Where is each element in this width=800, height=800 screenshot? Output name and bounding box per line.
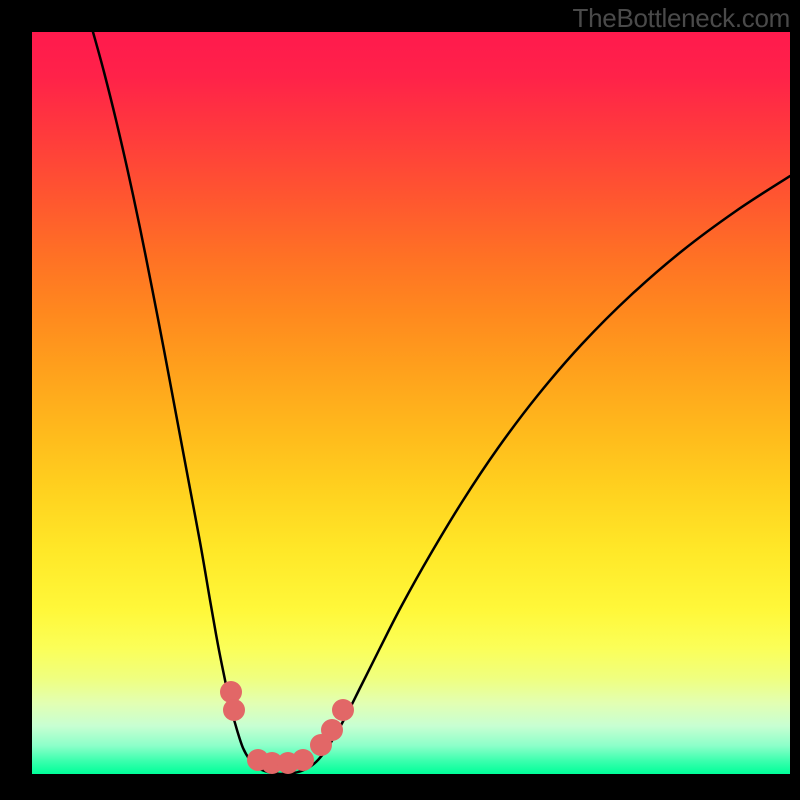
highlight-dot: [321, 719, 343, 741]
highlight-dot: [332, 699, 354, 721]
highlight-dot: [292, 749, 314, 771]
gradient-background: [32, 32, 790, 774]
highlight-dot: [223, 699, 245, 721]
chart-svg: [0, 0, 800, 800]
chart-container: TheBottleneck.com: [0, 0, 800, 800]
